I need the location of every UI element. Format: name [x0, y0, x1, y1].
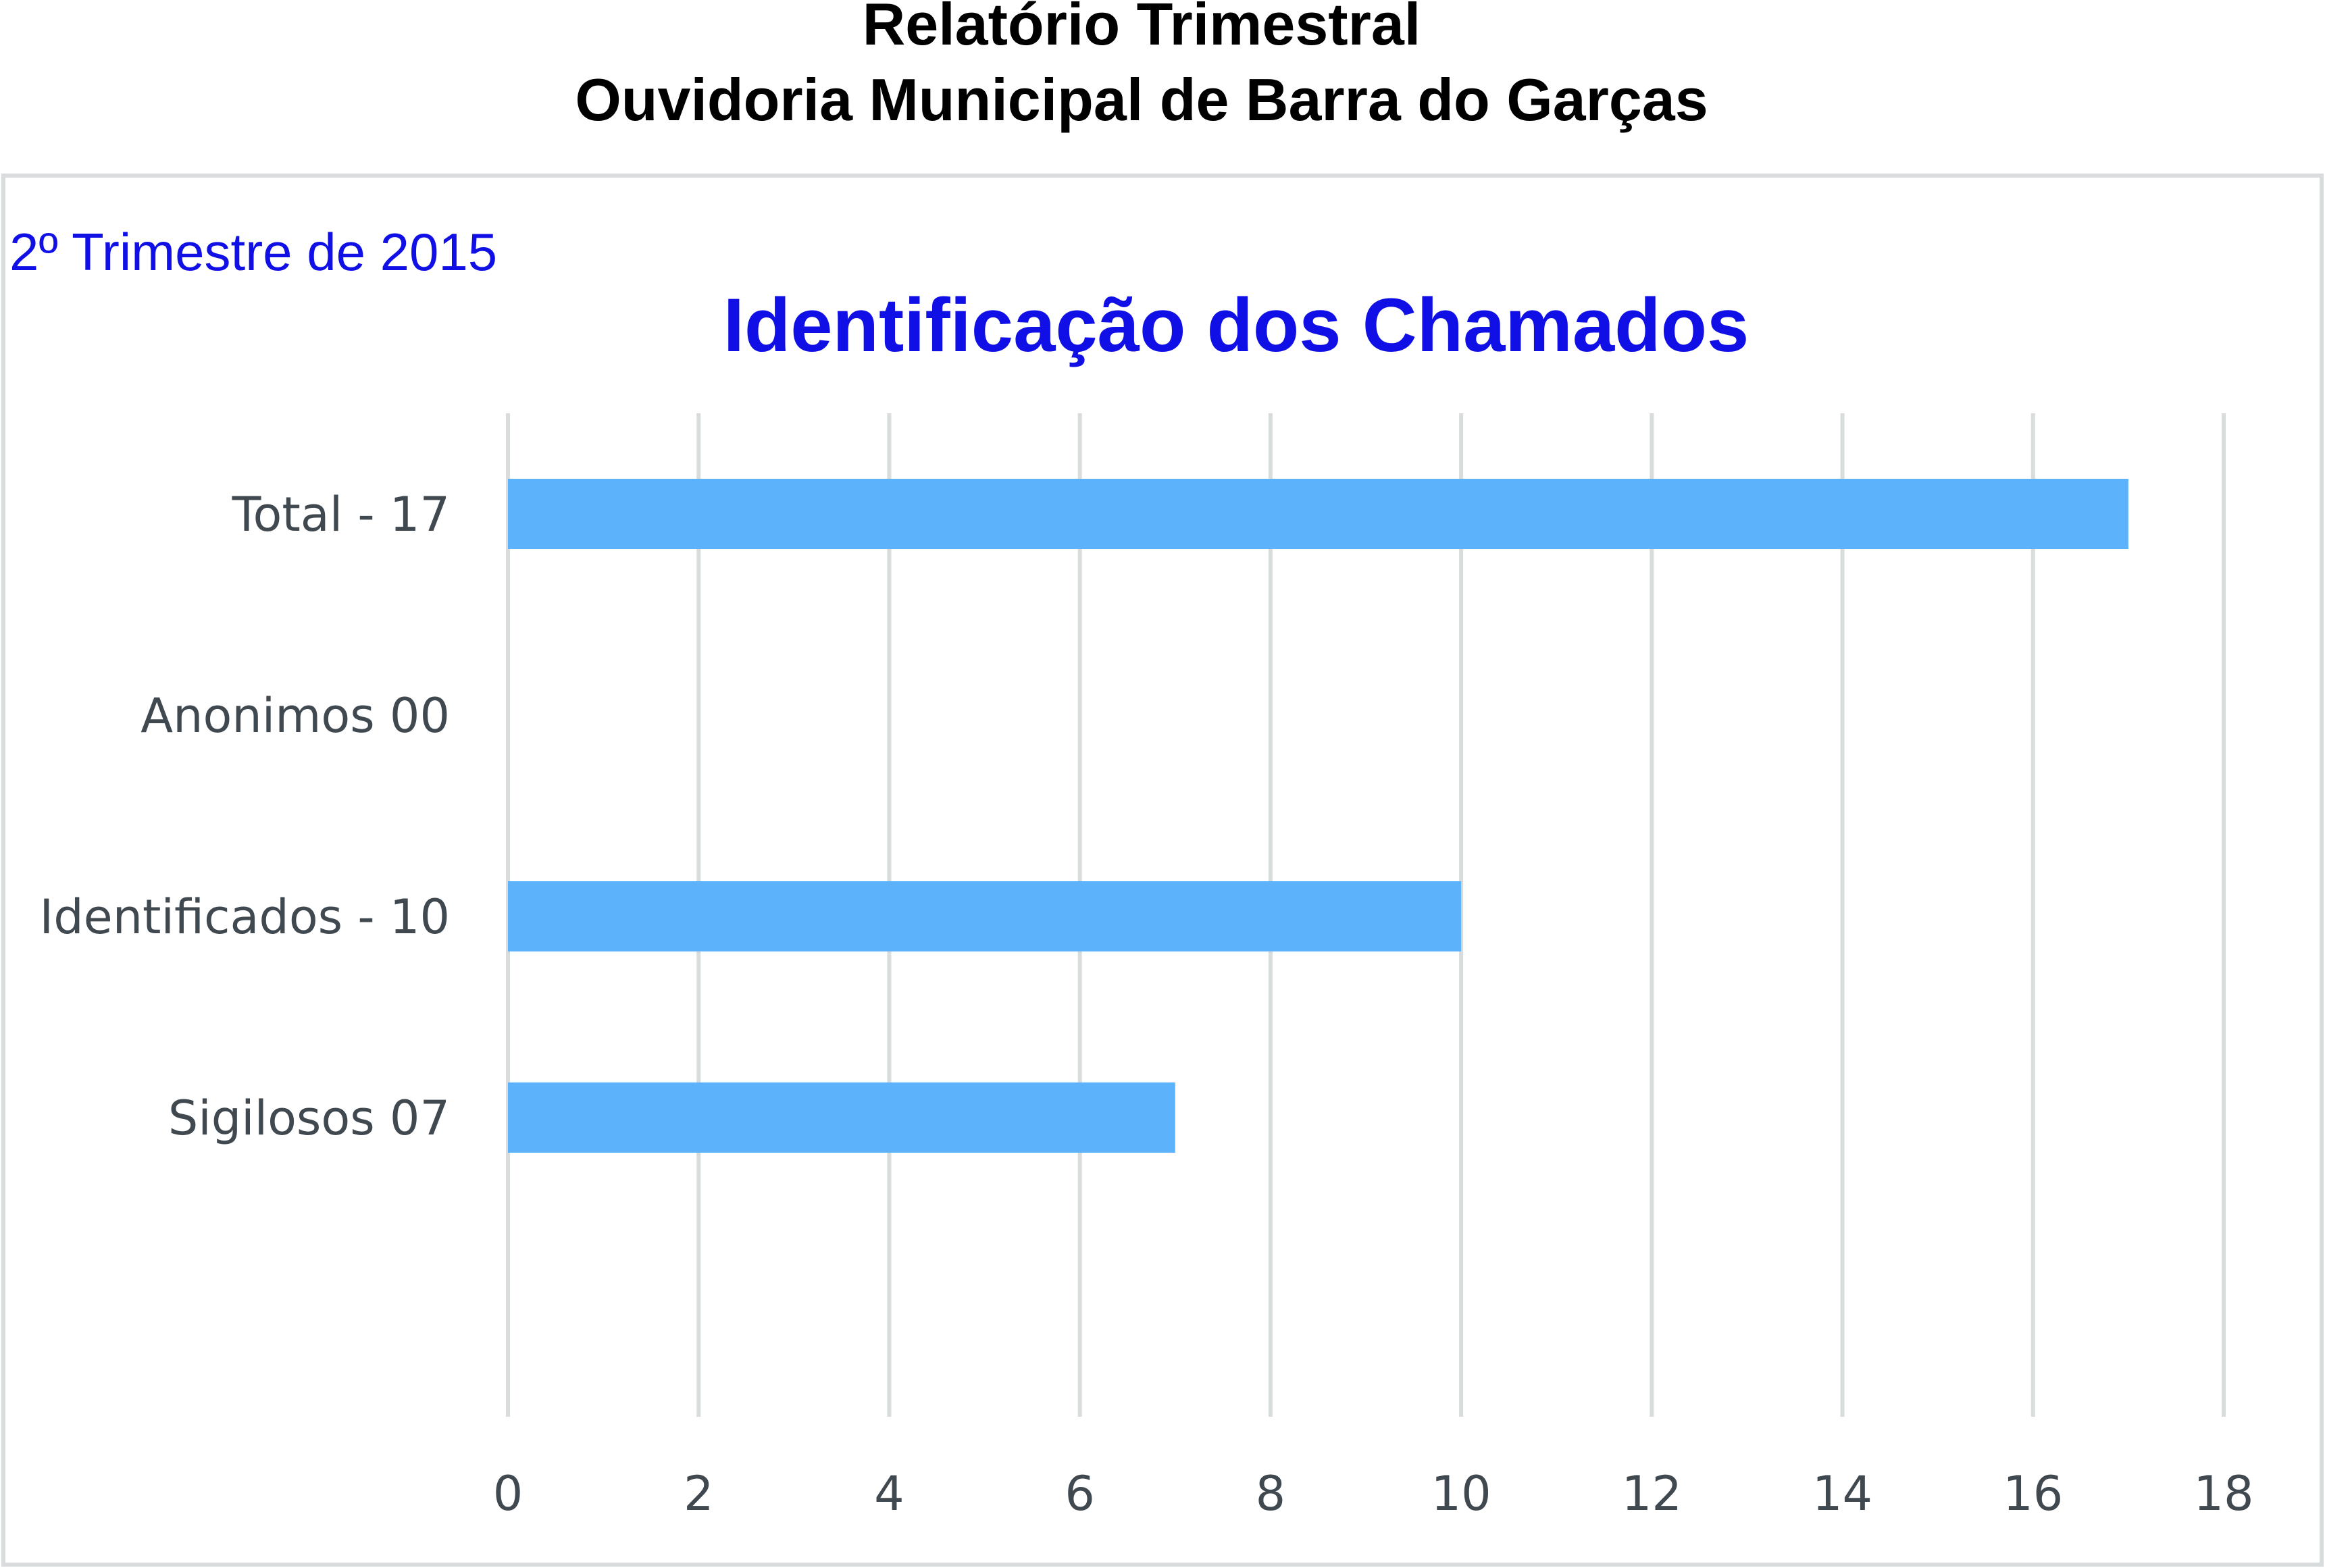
x-tick-label: 2: [684, 1466, 714, 1521]
category-label: Sigilosos 07: [168, 1091, 450, 1146]
x-tick-label: 8: [1256, 1466, 1286, 1521]
bar: [508, 881, 1462, 951]
x-tick-label: 12: [1622, 1466, 1682, 1521]
report-title: Relatório Trimestral: [863, 0, 1421, 57]
category-labels: Total - 17 Anonimos 00 Identificados - 10 S…: [40, 487, 450, 1146]
category-label: Anonimos 00: [140, 688, 450, 743]
x-tick-label: 10: [1431, 1466, 1491, 1521]
x-tick-labels: 0 2 4 6 8 10 12 14 16 18: [493, 1466, 2254, 1521]
x-tick-label: 14: [1812, 1466, 1872, 1521]
x-tick-label: 18: [2193, 1466, 2253, 1521]
bar: [508, 1082, 1175, 1153]
chart-frame: [1, 174, 2324, 1567]
period-label: 2º Trimestre de 2015: [9, 222, 497, 282]
report-subtitle: Ouvidoria Municipal de Barra do Garças: [575, 66, 1708, 133]
x-tick-label: 6: [1065, 1466, 1095, 1521]
x-tick-label: 16: [2003, 1466, 2063, 1521]
bar: [508, 479, 2128, 549]
chart-title: Identificação dos Chamados: [723, 283, 1749, 367]
x-tick-label: 0: [493, 1466, 523, 1521]
category-label: Total - 17: [232, 487, 450, 542]
bars: [508, 479, 2128, 1153]
category-label: Identificados - 10: [40, 889, 450, 945]
x-tick-label: 4: [874, 1466, 904, 1521]
